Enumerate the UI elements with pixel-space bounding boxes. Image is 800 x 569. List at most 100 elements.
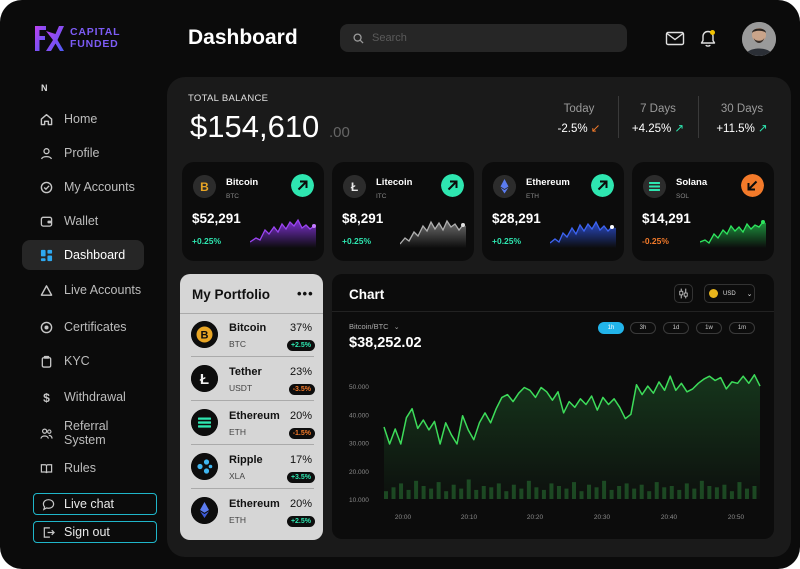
- portfolio-row[interactable]: Ripple XLA 17% +3.5%: [187, 448, 318, 489]
- user-icon: [41, 147, 52, 159]
- more-options-icon[interactable]: •••: [297, 286, 314, 301]
- x-tick-label: 20:10: [461, 514, 478, 521]
- y-tick-label: 20.000: [349, 469, 369, 476]
- chart-price: $38,252.02: [349, 335, 422, 351]
- stat-label: 30 Days: [720, 103, 764, 115]
- sparkline-chart: [700, 220, 766, 248]
- sidebar-item-wallet[interactable]: Wallet: [22, 206, 144, 236]
- coin-symbol: ETH: [526, 193, 539, 200]
- book-icon: [40, 463, 53, 473]
- users-icon: [40, 428, 53, 439]
- bitcoin-icon: B: [193, 175, 216, 198]
- arrow-up-right-icon[interactable]: [591, 174, 614, 197]
- live-chat-label: Live chat: [64, 497, 115, 511]
- sidebar-item-live-accounts[interactable]: Live Accounts: [22, 275, 144, 305]
- arrow-up-right-icon[interactable]: [291, 174, 314, 197]
- sign-out-button[interactable]: Sign out: [33, 521, 157, 543]
- sidebar-item-home[interactable]: Home: [22, 104, 144, 134]
- brand-logo[interactable]: CAPITAL FUNDED: [32, 22, 120, 54]
- stat-30-days: 30 Days +11.5% ↗: [714, 103, 770, 135]
- asset-change-badge: +3.5%: [286, 472, 315, 483]
- arrow-down-left-icon[interactable]: [741, 174, 764, 197]
- asset-name: Ethereum: [229, 498, 280, 510]
- certificate-icon: [40, 321, 53, 333]
- sidebar-item-referral-system[interactable]: Referral System: [22, 418, 144, 448]
- y-tick-label: 50.000: [349, 384, 369, 391]
- total-balance-cents: .00: [329, 124, 350, 141]
- portfolio-row[interactable]: Ł Tether USDT 23% -3.5%: [187, 360, 318, 401]
- solana-icon: [643, 175, 666, 198]
- asset-name: Bitcoin: [229, 322, 267, 334]
- price-area: [384, 374, 760, 499]
- timeframe-1d[interactable]: 1d: [663, 322, 689, 334]
- asset-name: Tether: [229, 366, 262, 378]
- x-tick-label: 20:40: [661, 514, 678, 521]
- id-icon: [41, 355, 52, 368]
- stat-label: Today: [563, 103, 595, 115]
- timeframe-1m[interactable]: 1m: [729, 322, 755, 334]
- timeframe-1w[interactable]: 1w: [696, 322, 722, 334]
- asset-percent: 20%: [289, 410, 312, 422]
- ethereum-icon: [493, 175, 516, 198]
- chart-settings-icon[interactable]: [674, 284, 693, 303]
- coin-change: -0.25%: [642, 236, 669, 246]
- wallet-icon: [40, 216, 53, 227]
- currency-select[interactable]: USD ⌄: [704, 284, 755, 303]
- x-tick-label: 20:00: [395, 514, 412, 521]
- coin-name: Bitcoin: [226, 177, 259, 188]
- asset-name: Ripple: [229, 454, 263, 466]
- coin-price: $14,291: [642, 211, 691, 226]
- stat-value-text: +4.25%: [631, 123, 672, 135]
- coin-card-solana[interactable]: Solana SOL $14,291 -0.25%: [632, 162, 774, 261]
- coin-card-litecoin[interactable]: Ł Litecoin ITC $8,291 +0.25%: [332, 162, 474, 261]
- brand-line-2: FUNDED: [70, 38, 119, 50]
- asset-symbol: ETH: [229, 515, 246, 525]
- sidebar-item-kyc[interactable]: KYC: [22, 346, 144, 376]
- triangle-icon: [40, 284, 53, 296]
- sidebar-item-label: Home: [64, 112, 98, 126]
- brand-name: CAPITAL FUNDED: [70, 26, 120, 50]
- sidebar-item-profile[interactable]: Profile: [22, 138, 144, 168]
- sidebar-item-my-accounts[interactable]: My Accounts: [22, 172, 144, 202]
- bell-icon[interactable]: [698, 29, 718, 49]
- coin-symbol: ITC: [376, 193, 387, 200]
- arrow-up-right-icon[interactable]: [441, 174, 464, 197]
- asset-change-badge: -1.5%: [288, 428, 315, 439]
- search-bar[interactable]: [340, 24, 627, 52]
- avatar[interactable]: [742, 22, 776, 56]
- svg-text:B: B: [201, 330, 209, 342]
- sidebar-item-certificates[interactable]: Certificates: [22, 312, 144, 342]
- mail-icon[interactable]: [665, 29, 685, 49]
- sidebar-item-dashboard[interactable]: Dashboard: [22, 240, 144, 270]
- portfolio-row[interactable]: B Bitcoin BTC 37% +2.5%: [187, 316, 318, 357]
- coin-card-bitcoin[interactable]: B Bitcoin BTC $52,291 +0.25%: [182, 162, 324, 261]
- price-line: [383, 374, 761, 445]
- sidebar-item-label: Referral System: [64, 419, 109, 447]
- coin-card-ethereum[interactable]: Ethereum ETH $28,291 +0.25%: [482, 162, 624, 261]
- chat-icon: [42, 498, 55, 511]
- sidebar-item-label: My Accounts: [64, 180, 135, 194]
- divider: [191, 444, 314, 445]
- portfolio-row[interactable]: Ethereum ETH 20% -1.5%: [187, 404, 318, 445]
- x-tick-label: 20:30: [594, 514, 611, 521]
- live-chat-button[interactable]: Live chat: [33, 493, 157, 515]
- search-input[interactable]: [372, 32, 612, 44]
- stat-value: -2.5% ↙: [552, 121, 606, 135]
- chart-pair-select[interactable]: Bitcoin/BTC ⌄: [349, 322, 400, 331]
- arrow-up-right-icon: ↗: [758, 123, 768, 135]
- sparkline-chart: [400, 219, 466, 248]
- sidebar-item-rules[interactable]: Rules: [22, 453, 144, 483]
- coin-price: $28,291: [492, 211, 541, 226]
- ripple-icon: [191, 453, 218, 480]
- svg-text:B: B: [200, 180, 209, 194]
- portfolio-row[interactable]: Ethereum ETH 20% +2.5%: [187, 492, 318, 533]
- timeframe-1h[interactable]: 1h: [598, 322, 624, 334]
- coin-symbol: BTC: [226, 193, 239, 200]
- asset-name: Ethereum: [229, 410, 280, 422]
- sidebar-item-withdrawal[interactable]: $ Withdrawal: [22, 382, 144, 412]
- sidebar-item-label: Dashboard: [64, 248, 126, 262]
- sidebar-item-label: Profile: [64, 146, 100, 160]
- sidebar-item-label: Withdrawal: [64, 390, 126, 404]
- timeframe-3h[interactable]: 3h: [630, 322, 656, 334]
- tether-icon: Ł: [191, 365, 218, 392]
